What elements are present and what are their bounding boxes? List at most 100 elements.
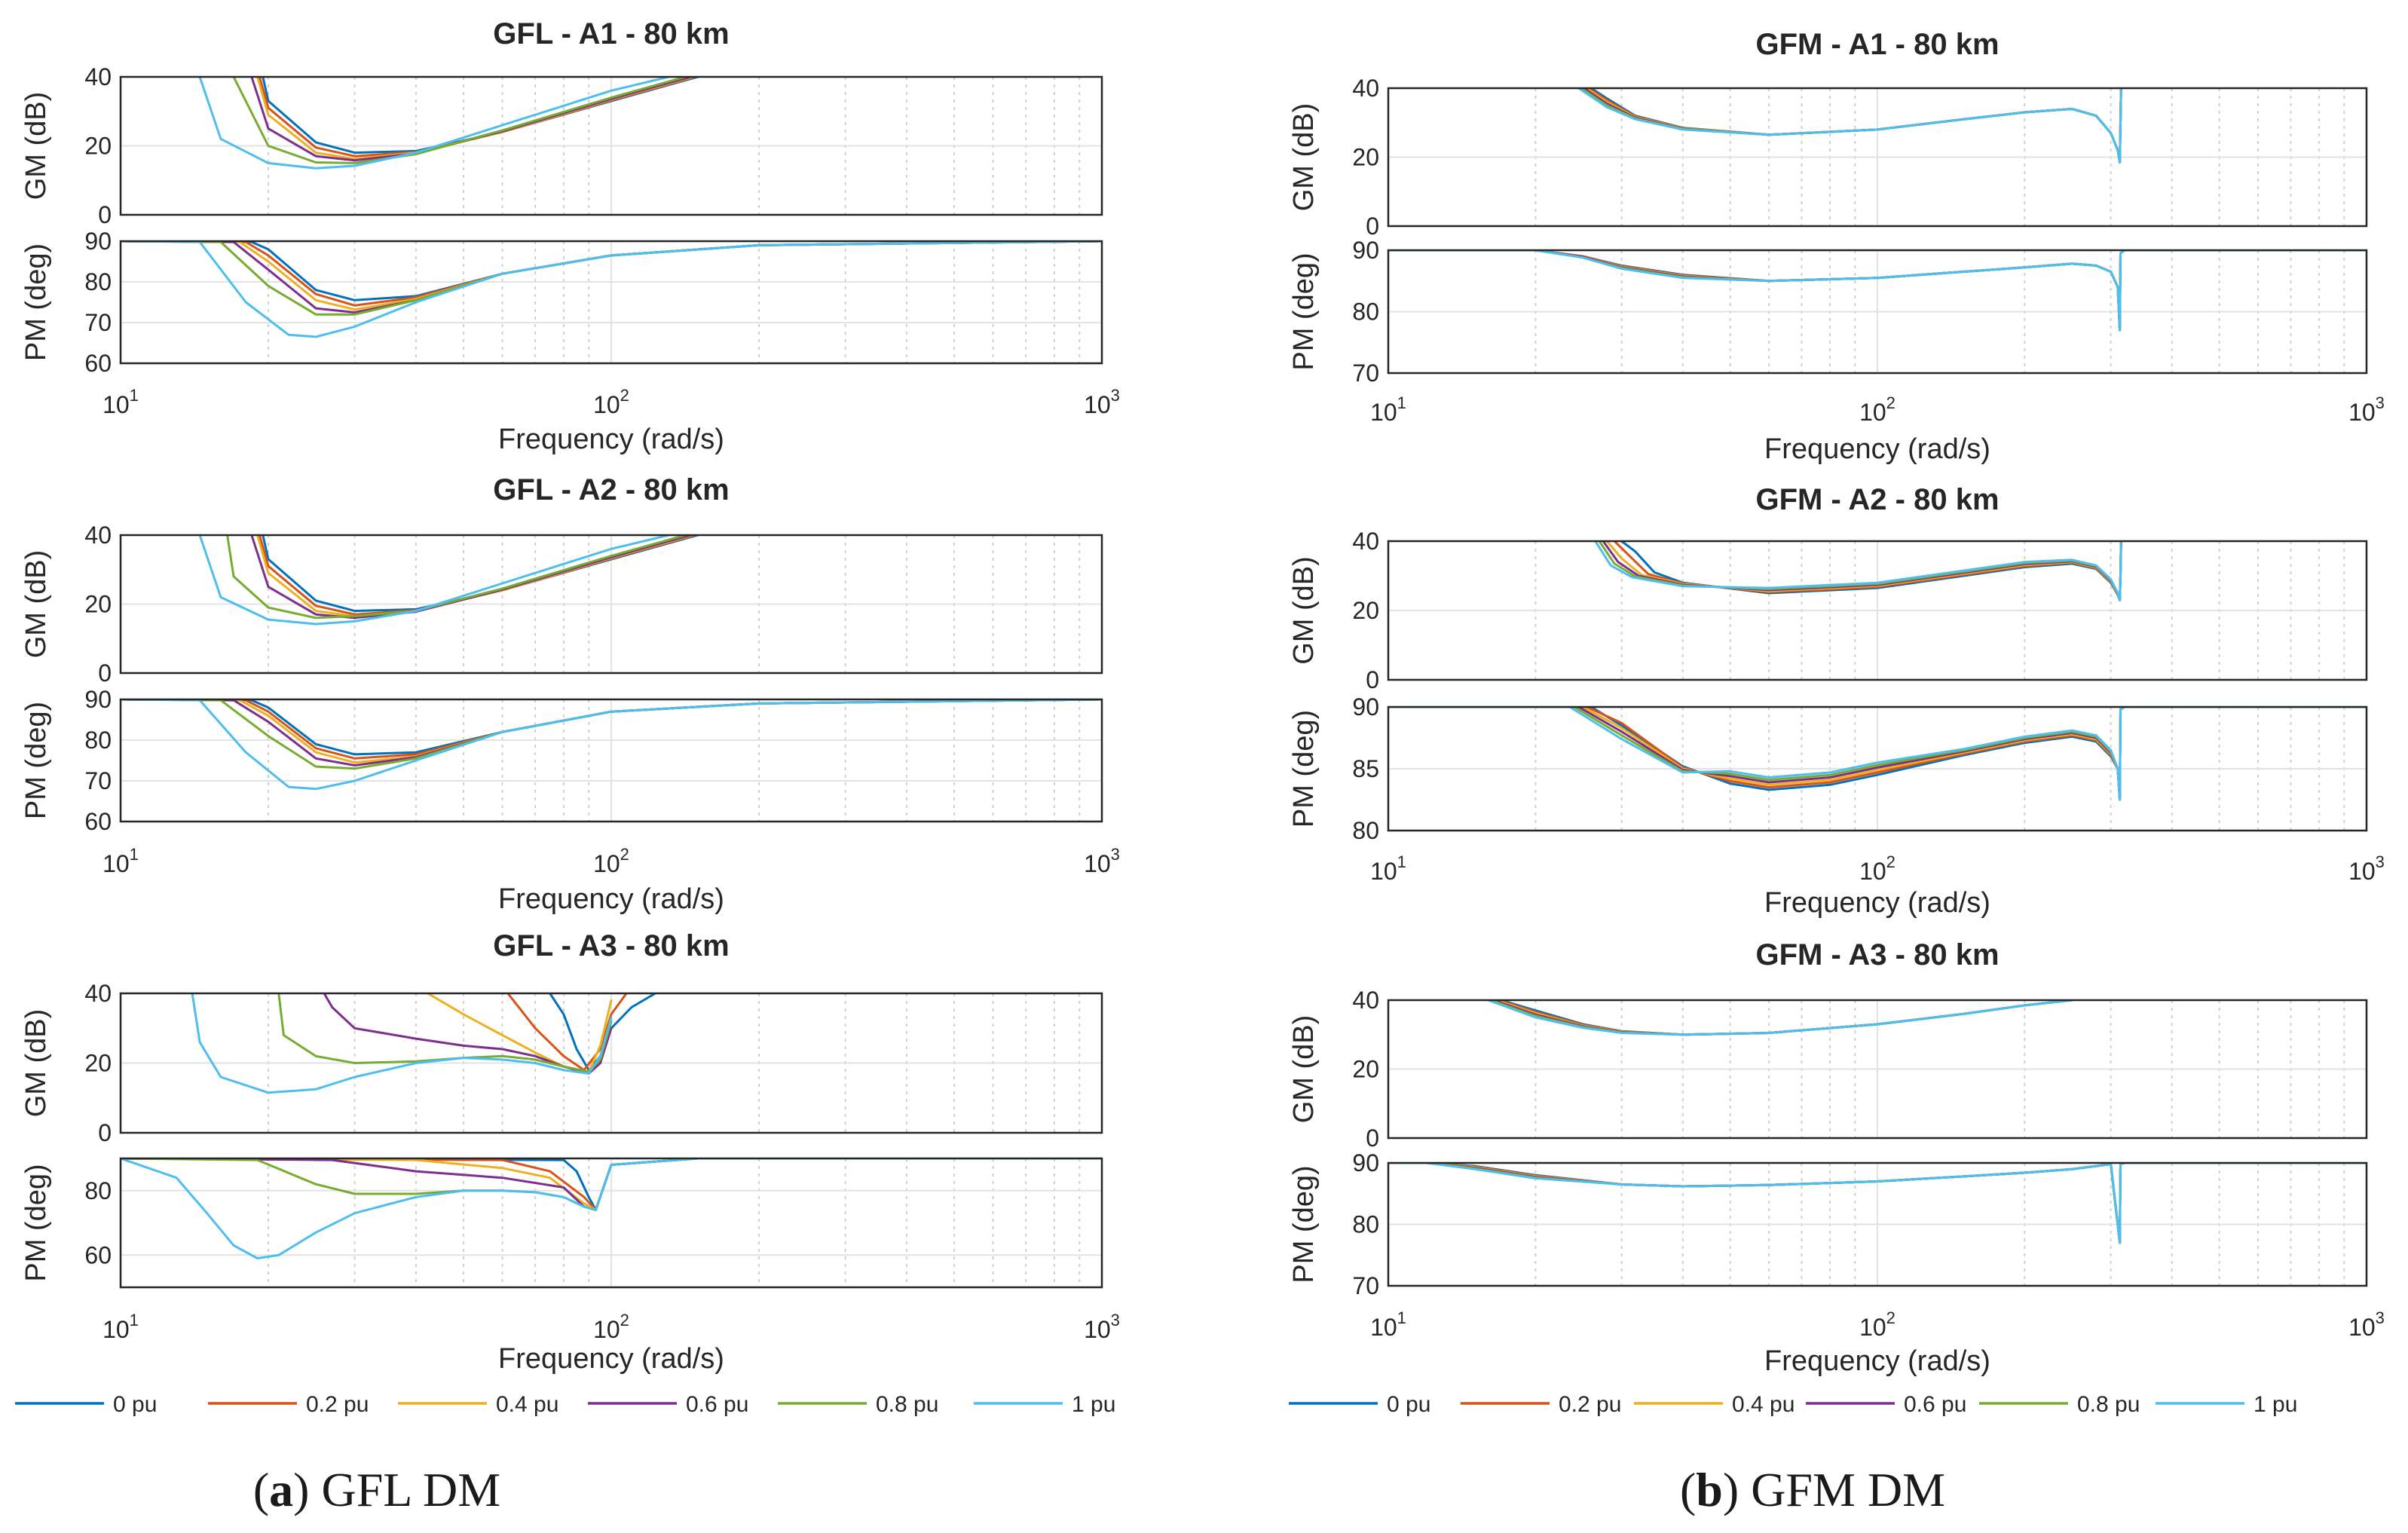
axes-frame: [1387, 1161, 2368, 1287]
x-tick-label: 101: [1370, 852, 1406, 885]
legend-label: 0 pu: [1387, 1392, 1430, 1417]
series-line-0-pu: [1500, 1000, 2073, 1036]
x-tick-label: 103: [2348, 1308, 2385, 1341]
y-tick-label: 40: [84, 63, 112, 90]
x-tick-base: 10: [1859, 858, 1886, 885]
series-line-1-pu: [198, 77, 674, 170]
x-tick-label: 102: [593, 845, 629, 877]
gain-margin-panel: 0 20 40 GM (dB): [20, 63, 1103, 228]
x-tick-base: 10: [1084, 850, 1111, 877]
caption-open-paren: (: [1680, 1463, 1696, 1516]
x-tick-exponent: 3: [1111, 386, 1120, 405]
x-tick-exponent: 2: [1886, 393, 1895, 412]
series-line-0_8-pu: [232, 77, 690, 164]
chart-title: GFM - A1 - 80 km: [1755, 28, 1999, 61]
series-line-0_4-pu: [1495, 1000, 2073, 1036]
chart-title: GFM - A2 - 80 km: [1755, 483, 1999, 516]
y-tick-label: 70: [1352, 1272, 1379, 1299]
legend-label: 0.6 pu: [686, 1392, 748, 1417]
series-group: [121, 1158, 1102, 1259]
y-tick-label: 70: [84, 767, 112, 794]
chart-1: GFL - A1 - 80 km 0 20 40 GM (dB) 60 70 80 90 PM (…: [20, 17, 1120, 455]
series-line-1-pu: [191, 993, 613, 1094]
legend-label: 0.4 pu: [1732, 1392, 1795, 1417]
x-axis-label: Frequency (rad/s): [1764, 433, 1990, 465]
series-line-1-pu: [1388, 707, 2367, 801]
series-line-0_6-pu: [1492, 1000, 2073, 1036]
series-line-0_8-pu: [1598, 541, 2122, 601]
y-tick-label: 70: [1352, 360, 1379, 387]
x-tick-exponent: 2: [1886, 852, 1895, 871]
series-line-0_6-pu: [1582, 88, 2122, 164]
x-tick-label: 102: [1859, 393, 1895, 426]
series-line-1-pu: [1388, 1163, 2367, 1244]
y-tick-label: 0: [1366, 213, 1379, 240]
series-group: [121, 241, 1102, 338]
x-tick-exponent: 3: [2376, 1308, 2385, 1327]
x-tick-label: 101: [103, 386, 139, 418]
x-tick-base: 10: [103, 850, 130, 877]
y-axis-label: PM (deg): [20, 243, 52, 361]
x-tick-base: 10: [1370, 399, 1397, 426]
gain-margin-panel: 0 20 40 GM (dB): [1288, 987, 2368, 1152]
x-tick-base: 10: [103, 1316, 130, 1343]
x-tick-base: 10: [1370, 858, 1397, 885]
series-line-0_4-pu: [1585, 88, 2122, 164]
x-tick-label: 103: [2348, 393, 2385, 426]
x-tick-label: 101: [1370, 1308, 1406, 1341]
series-line-1-pu: [1594, 541, 2122, 601]
x-tick-exponent: 2: [620, 386, 629, 405]
y-axis-label: GM (dB): [20, 1009, 52, 1118]
y-axis-label: PM (deg): [20, 702, 52, 819]
legend-label: 0.8 pu: [2077, 1392, 2140, 1417]
chart-title: GFM - A3 - 80 km: [1755, 938, 1999, 972]
x-tick-base: 10: [2348, 858, 2376, 885]
x-tick-label: 103: [1084, 386, 1120, 418]
x-tick-exponent: 1: [130, 845, 139, 864]
chart-title: GFL - A2 - 80 km: [493, 473, 729, 506]
x-tick-base: 10: [1084, 391, 1111, 418]
x-axis-label: Frequency (rad/s): [498, 424, 724, 455]
y-axis-label: PM (deg): [20, 1164, 52, 1281]
legend-label: 0 pu: [113, 1392, 157, 1417]
y-tick-label: 20: [1352, 1056, 1379, 1083]
phase-margin-panel: 60 80 PM (deg): [20, 1157, 1103, 1289]
legend-label: 1 pu: [1072, 1392, 1115, 1417]
caption-text: GFL DM: [321, 1463, 500, 1516]
chart-4: GFM - A1 - 80 km 0 20 40 GM (dB) 70 80 90 PM (de…: [1288, 28, 2385, 465]
chart-title: GFL - A3 - 80 km: [493, 929, 729, 962]
y-tick-label: 90: [1352, 237, 1379, 264]
legend-label: 0.2 pu: [306, 1392, 369, 1417]
x-tick-base: 10: [593, 391, 620, 418]
y-tick-label: 80: [84, 727, 112, 754]
x-tick-exponent: 3: [2376, 393, 2385, 412]
y-tick-label: 20: [84, 591, 112, 618]
y-tick-label: 60: [84, 808, 112, 835]
x-axis-label: Frequency (rad/s): [498, 1343, 724, 1375]
series-line-1-pu: [1388, 250, 2367, 332]
axes-frame: [1387, 540, 2368, 681]
phase-margin-panel: 60 70 80 90 PM (deg): [20, 686, 1103, 835]
series-line-0_4-pu: [1605, 541, 2122, 601]
y-tick-label: 20: [1352, 597, 1379, 624]
x-tick-exponent: 1: [1397, 852, 1406, 871]
x-tick-label: 102: [1859, 1308, 1895, 1341]
series-line-0_2-pu: [1613, 541, 2122, 601]
chart-5: GFM - A2 - 80 km 0 20 40 GM (dB) 80 85 90 PM (de…: [1288, 483, 2385, 919]
x-tick-exponent: 2: [1886, 1308, 1895, 1327]
y-tick-label: 80: [1352, 817, 1379, 844]
x-tick-base: 10: [2348, 1314, 2376, 1341]
caption-close-paren: ): [293, 1463, 321, 1516]
series-line-0_2-pu: [1497, 1000, 2073, 1036]
series-group: [198, 77, 703, 170]
chart-title: GFL - A1 - 80 km: [493, 17, 729, 50]
y-tick-label: 80: [1352, 1211, 1379, 1238]
y-tick-label: 20: [84, 1050, 112, 1077]
axes-frame: [119, 534, 1103, 675]
axes-frame: [1387, 999, 2368, 1140]
legend-label: 0.4 pu: [496, 1392, 558, 1417]
series-group: [1388, 1163, 2367, 1244]
series-line-0_6-pu: [1602, 541, 2122, 601]
y-axis-label: GM (dB): [1288, 103, 1320, 212]
series-line-0-pu: [1620, 541, 2122, 601]
